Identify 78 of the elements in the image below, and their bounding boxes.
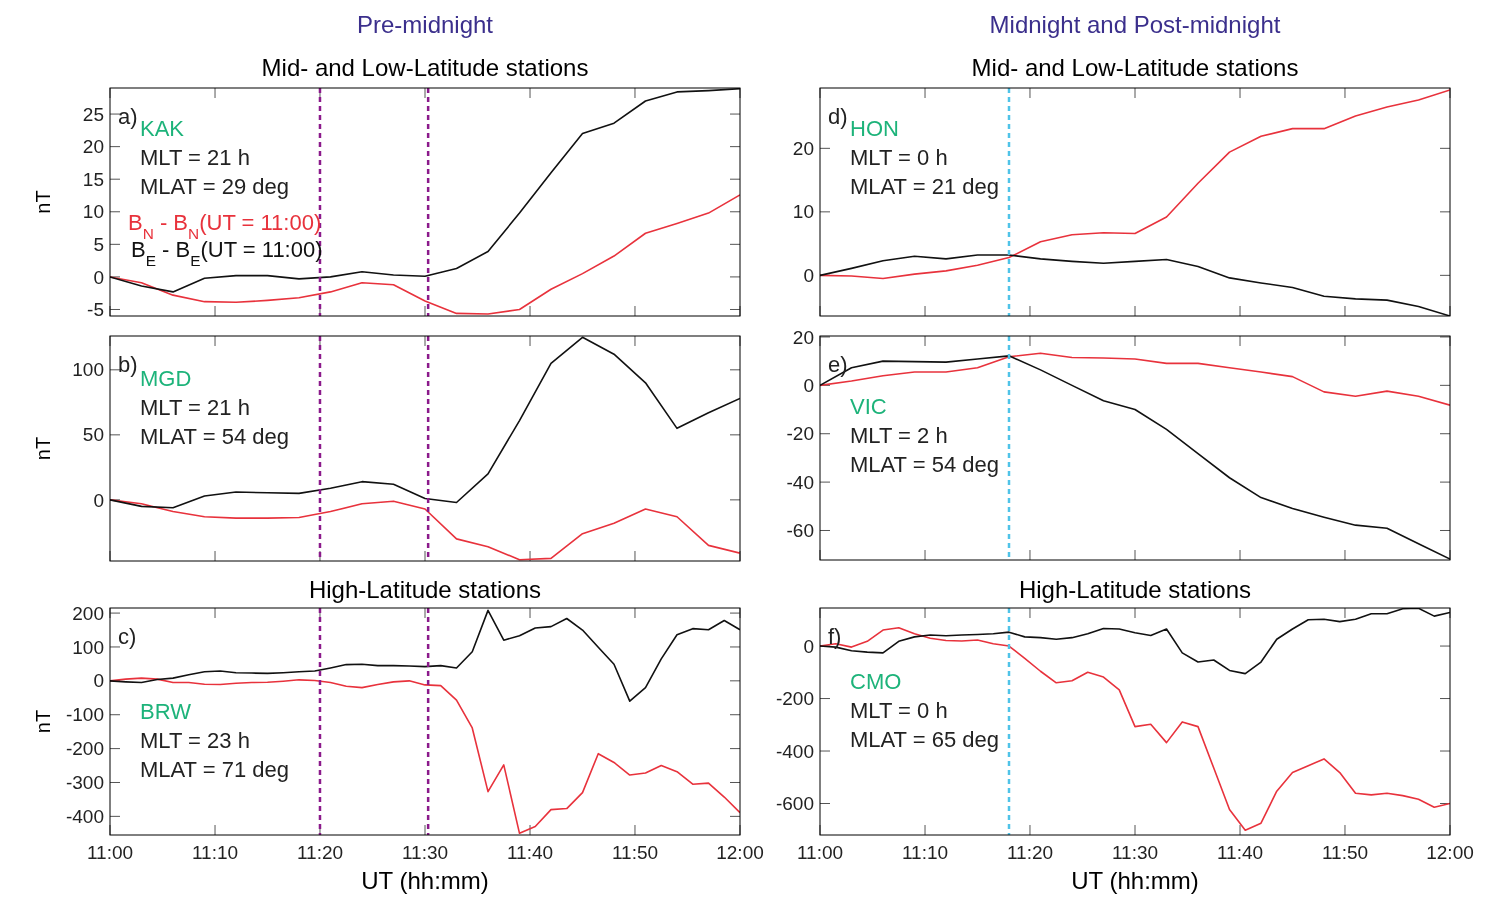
x-tick-label: 12:00: [716, 842, 764, 863]
y-tick-label: 20: [82, 136, 104, 158]
annotation: BRW: [140, 698, 192, 724]
y-tick-label: 100: [72, 636, 104, 658]
y-tick-label: 100: [72, 359, 104, 381]
x-tick-label: 12:00: [1426, 842, 1474, 863]
x-tick-label: 11:20: [296, 842, 344, 863]
annotation: MLT = 23 h: [140, 727, 250, 753]
annotation: CMO: [850, 668, 902, 694]
y-tick-label: -200: [775, 688, 814, 710]
x-tick-label: 11:10: [191, 842, 239, 863]
y-tick-label: 0: [803, 635, 814, 657]
y-tick-label: -600: [775, 793, 814, 815]
y-axis-title: nT: [32, 190, 54, 214]
annotation: HON: [850, 115, 899, 141]
annotation: c): [118, 623, 137, 649]
y-tick-label: 20: [792, 326, 814, 348]
x-axis-title: UT (hh:mm): [1071, 867, 1199, 894]
annotation: a): [118, 103, 138, 129]
y-tick-label: 10: [792, 201, 814, 223]
annotation: VIC: [850, 393, 887, 419]
annotation: e): [828, 351, 848, 377]
annotation: MLAT = 21 deg: [850, 173, 1000, 199]
chart-title: Pre-midnight: [356, 11, 494, 38]
annotation: MGD: [140, 365, 192, 391]
y-tick-label: 0: [803, 375, 814, 396]
annotation: MLT = 0 h: [850, 144, 948, 170]
y-tick-label: 0: [93, 489, 104, 511]
y-tick-label: 5: [93, 233, 104, 255]
x-tick-label: 11:00: [796, 842, 844, 863]
y-tick-label: -60: [786, 520, 814, 542]
annotation: b): [118, 351, 138, 377]
y-tick-label: -400: [65, 806, 104, 828]
y-tick-label: -100: [65, 704, 104, 726]
annotation: MLAT = 54 deg: [140, 423, 290, 449]
chart-subtitle: Mid- and Low-Latitude stations: [971, 54, 1299, 81]
x-tick-label: 11:30: [401, 842, 449, 863]
x-tick-label: 11:40: [506, 842, 554, 863]
y-tick-label: 0: [93, 266, 104, 288]
annotation: MLT = 21 h: [140, 394, 250, 420]
annotation: MLT = 21 h: [140, 144, 250, 170]
y-tick-label: -200: [65, 738, 104, 760]
y-tick-label: 0: [93, 670, 104, 692]
y-tick-label: -5: [87, 299, 104, 321]
y-tick-label: -40: [786, 471, 814, 493]
y-tick-label: 25: [82, 103, 104, 125]
chart-title: High-Latitude stations: [308, 576, 542, 603]
x-tick-label: 11:20: [1006, 842, 1054, 863]
y-tick-label: 20: [792, 137, 814, 159]
y-axis-title: nT: [32, 709, 54, 734]
x-tick-label: 11:50: [611, 842, 659, 863]
chart-subtitle: Mid- and Low-Latitude stations: [261, 54, 589, 81]
y-tick-label: -20: [786, 423, 814, 445]
y-tick-label: 200: [72, 602, 104, 624]
x-tick-label: 11:30: [1111, 842, 1159, 863]
y-tick-label: 15: [82, 168, 104, 190]
y-tick-label: 10: [82, 201, 104, 223]
annotation: MLAT = 65 deg: [850, 726, 1000, 752]
x-tick-label: 11:40: [1216, 842, 1264, 863]
annotation: f): [828, 623, 842, 649]
annotation: MLAT = 54 deg: [850, 451, 1000, 477]
x-axis-title: UT (hh:mm): [361, 867, 489, 894]
x-tick-label: 11:50: [1321, 842, 1369, 863]
y-axis-title: nT: [32, 436, 54, 461]
annotation: MLT = 2 h: [850, 422, 948, 448]
annotation: MLAT = 71 deg: [140, 756, 290, 782]
x-tick-label: 11:00: [86, 842, 134, 863]
y-tick-label: 0: [803, 265, 814, 286]
annotation: MLAT = 29 deg: [140, 173, 290, 199]
annotation: MLT = 0 h: [850, 697, 948, 723]
y-tick-label: -400: [775, 740, 814, 762]
chart-title: Midnight and Post-midnight: [989, 11, 1281, 38]
annotation: KAK: [140, 115, 185, 141]
annotation: d): [828, 103, 848, 129]
chart-title: High-Latitude stations: [1018, 576, 1252, 603]
x-tick-label: 11:10: [901, 842, 949, 863]
y-tick-label: 50: [82, 424, 104, 446]
y-tick-label: -300: [65, 772, 104, 794]
